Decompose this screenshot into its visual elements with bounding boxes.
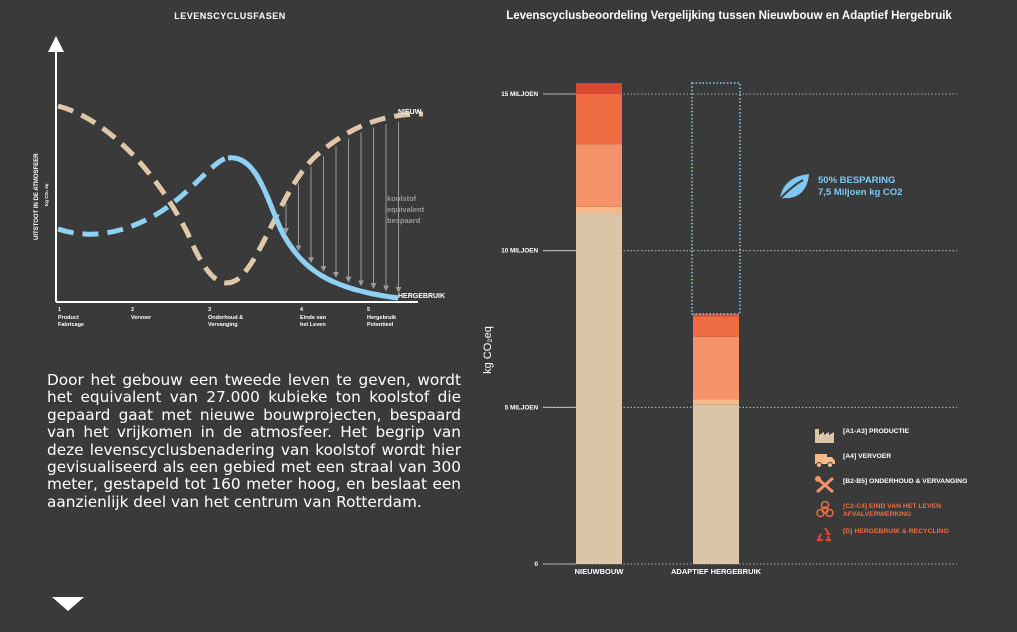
bar-chart-title: Levenscyclusbeoordeling Vergelijking tus… [506, 10, 952, 22]
reference-outline [691, 82, 741, 315]
legend-item-end-of-life: [C2-C4] EIND VAN HET LEVEN AFVALVERWERKI… [814, 501, 974, 519]
lifecycle-chart-title: LEVENSCYCLUSFASEN [174, 11, 286, 21]
legend-label: [A4] VERVOER [843, 453, 892, 460]
new-build-curve [57, 103, 424, 286]
legend: [A1-A3] PRODUCTIE [A4] VERVOER [B2-B5] O… [814, 426, 974, 551]
phase-label: 3 Onderhoud & Vervanging [208, 307, 243, 328]
savings-label: koolstof equivalent bespaard [387, 194, 426, 225]
description-paragraph: Door het gebouw een tweede leven te geve… [47, 371, 461, 511]
biohazard-icon [816, 501, 834, 518]
bar-segment [576, 213, 622, 565]
phase-labels: 1 Product Fabricage 2 Vervoer 3 Onderhoud & Ver… [58, 307, 397, 328]
legend-item-production: [A1-A3] PRODUCTIE [814, 426, 974, 444]
reuse-curve-solid [227, 155, 399, 301]
tools-icon [815, 476, 834, 494]
bar-segment [693, 399, 739, 405]
y-tick-label: 15 MILJOEN [501, 91, 538, 98]
bar-segment [576, 144, 622, 207]
leaf-icon [777, 174, 809, 202]
new-curve-label: NIEUW [398, 109, 422, 116]
x-tick-label: ADAPTIEF HERGEBRUIK [671, 567, 762, 576]
bar-segment [576, 206, 622, 214]
recycle-icon [816, 527, 831, 541]
lifecycle-chart: UITSTOOT IN DE ATMOSFEER Kg CO₂ eq NIEUW… [34, 36, 445, 328]
phase-label: 1 Product Fabricage [58, 307, 84, 328]
legend-label: [C2-C4] EIND VAN HET LEVEN AFVALVERWERKI… [843, 503, 942, 518]
phase-label: 5 Hergebruik Potentieel [367, 307, 397, 328]
reuse-curve [57, 155, 399, 301]
bar-segment [576, 94, 622, 145]
legend-label: [D] HERGEBRUIK & RECYCLING [843, 528, 949, 535]
bar-segment [693, 404, 739, 564]
carbon-savings-arrows [283, 121, 402, 293]
legend-item-maintenance: [B2-B5] ONDERHOUD & VERVANGING [814, 476, 974, 494]
bar-segment [576, 83, 622, 94]
truck-icon [815, 454, 835, 468]
bar-segment [693, 316, 739, 337]
phase-label: 2 Vervoer [131, 307, 152, 321]
y-axis-label: UITSTOOT IN DE ATMOSFEER [34, 153, 40, 240]
factory-icon [815, 429, 834, 443]
y-tick-label: 10 MILJOEN [501, 248, 538, 255]
legend-item-recycling: [D] HERGEBRUIK & RECYCLING [814, 526, 974, 544]
y-tick-label: 5 MILJOEN [505, 404, 539, 411]
savings-annotation: 50% BESPARING 7,5 Miljoen kg CO2 [776, 172, 902, 202]
savings-amount: 7,5 Miljoen kg CO2 [818, 187, 903, 198]
savings-percent: 50% BESPARING [818, 175, 896, 186]
legend-item-transport: [A4] VERVOER [814, 451, 974, 469]
reuse-curve-label: HERGEBRUIK [398, 293, 445, 300]
legend-label: [B2-B5] ONDERHOUD & VERVANGING [843, 478, 968, 485]
legend-label: [A1-A3] PRODUCTIE [843, 428, 910, 435]
y-axis-unit: Kg CO₂ eq [44, 183, 49, 206]
y-tick-label: 0 [534, 561, 538, 568]
bar-segment [693, 336, 739, 400]
bar-segment [693, 313, 739, 317]
scroll-down-arrow-icon[interactable] [52, 597, 84, 611]
y-axis-label: kg CO₂eq [482, 326, 494, 374]
bar-chart: 0 5 MILJOEN 10 MILJOEN 15 MILJOEN kg CO₂eq NI… [482, 82, 957, 576]
comparison-panel: Levenscyclusbeoordeling Vergelijking tus… [479, 0, 976, 632]
phase-label: 4 Einde van het Leven [300, 307, 327, 328]
x-tick-label: NIEUWBOUW [575, 567, 625, 576]
